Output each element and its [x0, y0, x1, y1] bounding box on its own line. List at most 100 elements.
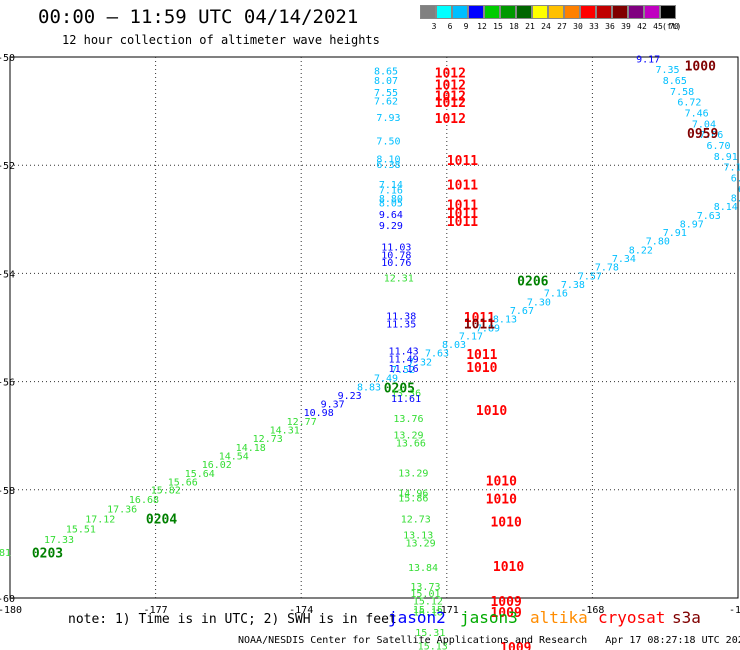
wave-height-label: 7.16: [544, 289, 568, 300]
wave-height-label: 7.06: [699, 130, 723, 141]
wave-height-label: 11.16: [389, 364, 419, 375]
wave-height-label: 15.13: [418, 641, 448, 650]
wave-height-label: 14.54: [219, 452, 249, 463]
pressure-label: 0205: [384, 381, 415, 396]
wave-height-label: 8.05: [379, 198, 403, 209]
pressure-label: 1009: [500, 641, 531, 650]
wave-height-label: 7.63: [697, 211, 721, 222]
wave-height-label: 8.80: [731, 193, 740, 204]
wave-height-label: 16.02: [202, 460, 232, 471]
generated-time: Apr 17 08:27:18 UTC 2021: [605, 635, 740, 646]
y-tick-label: -50: [0, 53, 15, 64]
wave-height-label: 6.47: [731, 173, 740, 184]
pressure-label: 1011: [464, 311, 495, 326]
legend-label-42: 42: [637, 22, 647, 31]
wave-height-label: 10.98: [304, 408, 334, 419]
wave-height-label: 11.61: [391, 394, 421, 405]
legend-label-3: 3: [431, 22, 437, 31]
wave-height-label: 8.22: [629, 245, 653, 256]
legend-swatch-12: [468, 5, 484, 19]
wave-height-label: 7.19: [723, 163, 740, 174]
y-tick-label: -60: [0, 594, 15, 605]
pressure-label: 1010: [476, 404, 507, 419]
legend-swatch-36: [596, 5, 612, 19]
legend-label-39: 39: [621, 22, 631, 31]
wave-height-label: 7.30: [527, 297, 551, 308]
wave-height-label: 12.77: [287, 417, 317, 428]
wave-height-label: 17.33: [44, 535, 74, 546]
legend-swatch-70: [660, 5, 676, 19]
wave-height-label: 8.13: [493, 315, 517, 326]
legend-swatch-15: [484, 5, 500, 19]
pressure-label: 1011: [447, 154, 478, 169]
wave-height-label: 12.73: [253, 434, 283, 445]
wave-height-label: 7.80: [646, 237, 670, 248]
legend-swatch-6: [436, 5, 452, 19]
wave-height-label: 13.73: [410, 582, 440, 593]
legend-swatch-30: [564, 5, 580, 19]
pressure-label: 1012: [435, 112, 466, 127]
wave-height-label: 13.29: [393, 430, 423, 441]
wave-height-label: 8.10: [376, 154, 400, 165]
pressure-label: 1010: [466, 361, 497, 376]
wave-height-label: 8.97: [680, 219, 704, 230]
legend-swatch-39: [612, 5, 628, 19]
wave-height-label: 17.12: [85, 514, 115, 525]
wave-height-label: 7.50: [376, 137, 400, 148]
x-tick-label: -174: [289, 605, 313, 616]
wave-height-label: 15.01: [410, 589, 440, 600]
footer-credit: NOAA/NESDIS Center for Satellite Applica…: [238, 635, 740, 646]
pressure-label: 1009: [490, 606, 521, 621]
wave-height-label: 9.29: [379, 221, 403, 232]
pressure-label: 1012: [435, 96, 466, 111]
legend-label-12: 12: [477, 22, 487, 31]
satellite-altika: altika: [530, 608, 588, 627]
legend-swatch-9: [452, 5, 468, 19]
wave-height-label: 7.16: [379, 185, 403, 196]
wave-height-label: 15.51: [66, 525, 96, 536]
wave-height-label: 8.65: [374, 66, 398, 77]
wave-height-label: 13.84: [408, 563, 438, 574]
wave-height-label: 9.17: [636, 54, 660, 65]
wave-height-label: 7.46: [685, 109, 709, 120]
wave-height-label: 7.49: [374, 374, 398, 385]
wave-height-label: 6.72: [677, 98, 701, 109]
wave-height-label: 6.38: [376, 160, 400, 171]
wave-height-label: 13.66: [396, 439, 426, 450]
wave-height-label: 13.76: [393, 414, 423, 425]
wave-height-label: 13.29: [406, 539, 436, 550]
footer-note: note: 1) Time is in UTC; 2) SWH is in fe…: [68, 612, 397, 627]
wave-height-label: 11.38: [386, 311, 416, 322]
wave-height-label: 6.70: [706, 141, 730, 152]
wave-height-label: 16.68: [129, 495, 159, 506]
legend-swatch-33: [580, 5, 596, 19]
wave-height-label: 13.36: [391, 389, 421, 400]
wave-height-label: 15.15: [413, 605, 443, 616]
wave-height-label: 9.37: [321, 400, 345, 411]
wave-height-label: 17.36: [107, 505, 137, 516]
wave-height-label: 7.34: [612, 254, 636, 265]
wave-height-label: 6.95: [738, 184, 740, 195]
wave-height-label: 12.73: [401, 514, 431, 525]
pressure-label: 1012: [435, 67, 466, 82]
wave-height-label: 7.89: [476, 323, 500, 334]
legend-swatch-24: [532, 5, 548, 19]
wave-height-label: 7.14: [379, 180, 403, 191]
x-tick-label: -168: [580, 605, 604, 616]
satellite-cryosat: cryosat: [598, 608, 666, 627]
wave-height-label: 7.35: [655, 65, 679, 76]
legend-label-45: 45: [653, 22, 663, 31]
wave-height-label: 8.07: [374, 76, 398, 87]
pressure-label: 1011: [447, 215, 478, 230]
wave-height-label: 14.96: [398, 488, 428, 499]
y-tick-label: -54: [0, 269, 15, 280]
wave-height-label: 16.81: [0, 548, 11, 559]
wave-height-label: 7.55: [374, 88, 398, 99]
wave-height-label: 15.82: [151, 486, 181, 497]
wave-height-label: 7.78: [595, 263, 619, 274]
wave-height-label: 8.91: [714, 152, 738, 163]
pressure-label: 1011: [447, 207, 478, 222]
wave-height-label: 7.93: [376, 113, 400, 124]
wave-height-label: 9.64: [379, 210, 403, 221]
wave-height-label: 13.29: [398, 468, 428, 479]
